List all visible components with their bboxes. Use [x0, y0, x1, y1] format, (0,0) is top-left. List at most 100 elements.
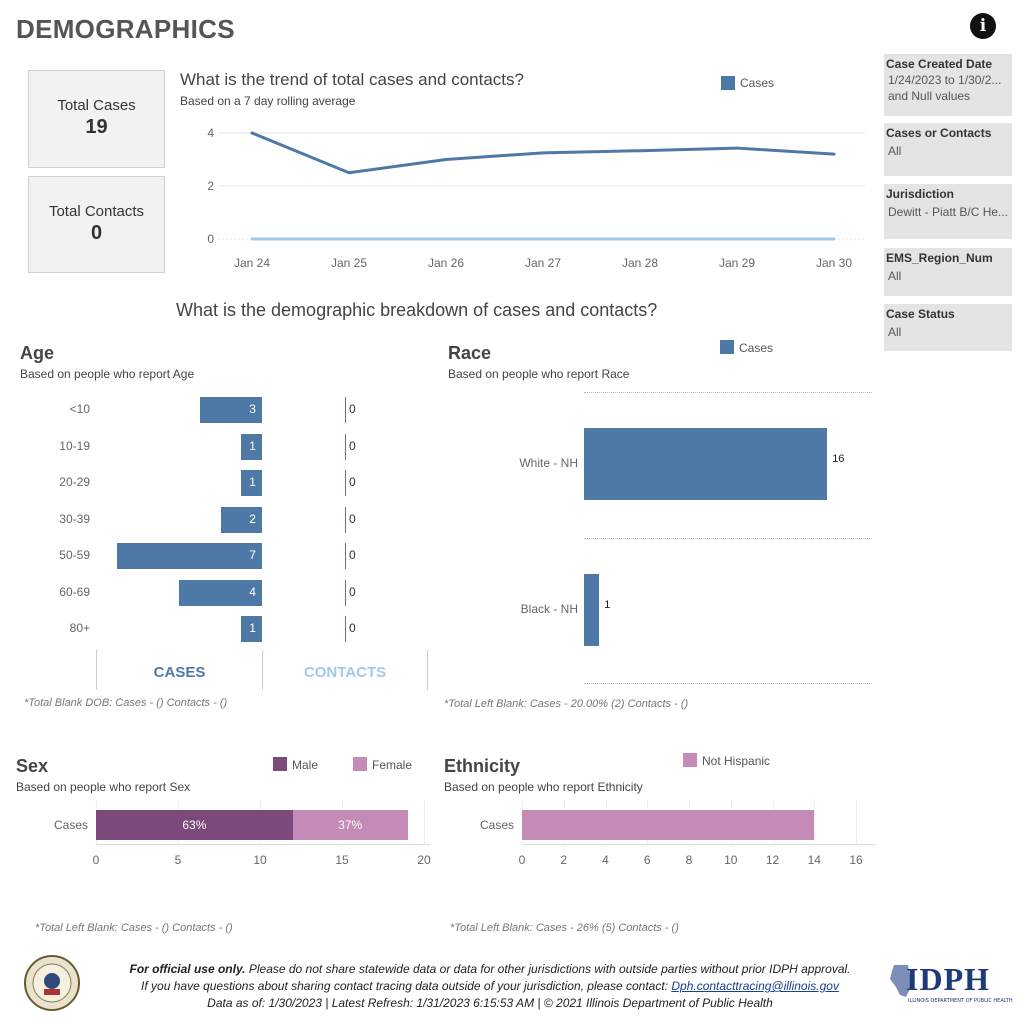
age-cases-bar: 1	[241, 616, 262, 642]
age-category-label: 50-59	[59, 548, 90, 562]
total-cases-label: Total Cases	[57, 97, 136, 114]
filter-value: All	[888, 269, 902, 283]
filter-cases-or-contacts[interactable]: Cases or Contacts All	[884, 123, 1012, 176]
ethnicity-x-tick: 14	[807, 853, 821, 867]
breakdown-title: What is the demographic breakdown of cas…	[176, 300, 658, 320]
sex-x-tick: 5	[174, 853, 182, 867]
age-category-label: 30-39	[59, 511, 90, 526]
age-contacts-bar	[345, 397, 346, 423]
age-contacts-value: 0	[349, 475, 356, 489]
filter-ems-region[interactable]: EMS_Region_Num All	[884, 248, 1012, 296]
y-tick-label: 0	[207, 232, 214, 246]
sex-axis	[96, 844, 430, 845]
race-category-label: Black - NH	[520, 602, 578, 616]
filter-value: Dewitt - Piatt B/C He...	[888, 205, 1009, 219]
sex-x-tick: 15	[335, 853, 349, 867]
illinois-map-icon	[890, 965, 912, 997]
footer-text: For official use only. Please do not sha…	[100, 961, 880, 1012]
race-category-label: White - NH	[519, 456, 578, 470]
total-contacts-value: 0	[90, 222, 103, 244]
age-category-label: <10	[69, 402, 90, 416]
contacts-point	[832, 237, 836, 241]
info-icon[interactable]: i	[970, 13, 996, 39]
ethnicity-x-tick: 16	[849, 853, 863, 867]
sex-x-tick: 20	[417, 853, 431, 867]
total-contacts-label: Total Contacts	[48, 203, 145, 220]
sex-title: Sex	[16, 756, 49, 776]
total-cases-card: Total Cases 19	[28, 70, 165, 168]
illinois-seal-icon	[24, 955, 80, 1011]
ethnicity-gridline	[814, 800, 816, 844]
age-category-label: 60-69	[59, 584, 90, 599]
age-contacts-bar	[345, 616, 346, 642]
ethnicity-row-label: Cases	[479, 818, 514, 832]
contacts-point	[541, 237, 545, 241]
filter-value: All	[888, 325, 902, 339]
sex-bar-value: 37%	[338, 818, 363, 832]
filter-label: Case Created Date	[886, 57, 993, 71]
age-contacts-bar	[345, 433, 346, 460]
sex-row-label: Cases	[53, 818, 88, 832]
age-cases-bar: 4	[179, 579, 262, 606]
age-cases-value: 1	[249, 621, 256, 635]
age-cases-bar: 1	[241, 470, 262, 496]
footer-line2-pre: If you have questions about sharing cont…	[141, 979, 672, 993]
age-cases-value: 1	[249, 475, 256, 489]
filter-jurisdiction[interactable]: Jurisdiction Dewitt - Piatt B/C He...	[884, 184, 1012, 239]
cases-point	[832, 152, 836, 156]
sex-note: *Total Left Blank: Cases - () Contacts -…	[35, 922, 233, 934]
sex-x-tick: 10	[253, 853, 267, 867]
contacts-point	[638, 237, 642, 241]
cases-point	[638, 149, 642, 153]
age-contacts-value: 0	[349, 548, 356, 562]
sex-legend-female-swatch	[353, 757, 367, 771]
footer-line1-rest: Please do not share statewide data or da…	[245, 962, 851, 976]
sex-subtitle: Based on people who report Sex	[16, 780, 191, 794]
sex-legend-female-label: Female	[372, 758, 413, 772]
idph-logo-text: IDPH	[906, 961, 990, 997]
x-tick-label: Jan 27	[525, 256, 561, 270]
footer-email-link[interactable]: Dph.contacttracing@illinois.gov	[671, 979, 839, 993]
ethnicity-bar-chart: Cases 0 2 4 6 8 10 12 14 16	[440, 800, 880, 880]
race-bar-value: 16	[832, 453, 845, 465]
tab-divider-right	[427, 650, 428, 690]
footer-line-1: For official use only. Please do not sha…	[100, 961, 880, 978]
age-cases-value: 7	[249, 548, 256, 562]
race-legend-label: Cases	[739, 341, 774, 355]
filter-label: Cases or Contacts	[886, 126, 992, 140]
race-gridline	[584, 538, 872, 539]
ethnicity-gridline	[856, 800, 857, 844]
filter-case-created-date[interactable]: Case Created Date 1/24/2023 to 1/30/2...…	[884, 54, 1012, 116]
race-bar-chart: White - NH 16 Black - NH 1	[440, 390, 880, 690]
sex-female-bar: 37%	[292, 810, 408, 840]
ethnicity-x-tick: 6	[643, 853, 651, 867]
age-contacts-bar	[345, 506, 346, 533]
trend-subtitle: Based on a 7 day rolling average	[180, 94, 356, 108]
race-gridline	[584, 683, 872, 684]
age-category-label: 80+	[69, 621, 90, 635]
sex-bar-value: 63%	[182, 818, 207, 832]
age-contacts-bar	[345, 470, 346, 496]
filter-case-status[interactable]: Case Status All	[884, 304, 1012, 351]
idph-logo-subtext: ILLINOIS DEPARTMENT OF PUBLIC HEALTH	[908, 998, 1013, 1004]
tab-cases[interactable]: CASES	[153, 664, 206, 681]
filter-value: All	[888, 144, 902, 158]
contacts-point	[250, 237, 254, 241]
ethnicity-note: *Total Left Blank: Cases - 26% (5) Conta…	[450, 922, 679, 934]
ethnicity-x-tick: 0	[518, 853, 526, 867]
trend-title: What is the trend of total cases and con…	[180, 70, 524, 89]
tab-divider-left	[96, 650, 97, 690]
age-cases-bar: 2	[220, 506, 262, 533]
age-contacts-value: 0	[349, 402, 356, 416]
trend-line-chart: 0 2 4 Jan 24 Jan 25 Jan 26 Jan 27 Jan 28 Jan 29 J…	[207, 126, 865, 270]
race-bar-value: 1	[604, 599, 611, 611]
sex-legend-male-label: Male	[292, 758, 319, 772]
tab-contacts[interactable]: CONTACTS	[303, 664, 387, 681]
idph-logo: IDPH ILLINOIS DEPARTMENT OF PUBLIC HEALT…	[884, 961, 1014, 1011]
race-gridline	[584, 392, 872, 393]
cases-point	[250, 131, 254, 135]
page-title: DEMOGRAPHICS	[16, 14, 235, 44]
ethnicity-axis	[522, 844, 876, 845]
ethnicity-x-tick: 4	[602, 853, 609, 867]
race-title: Race	[448, 343, 492, 363]
